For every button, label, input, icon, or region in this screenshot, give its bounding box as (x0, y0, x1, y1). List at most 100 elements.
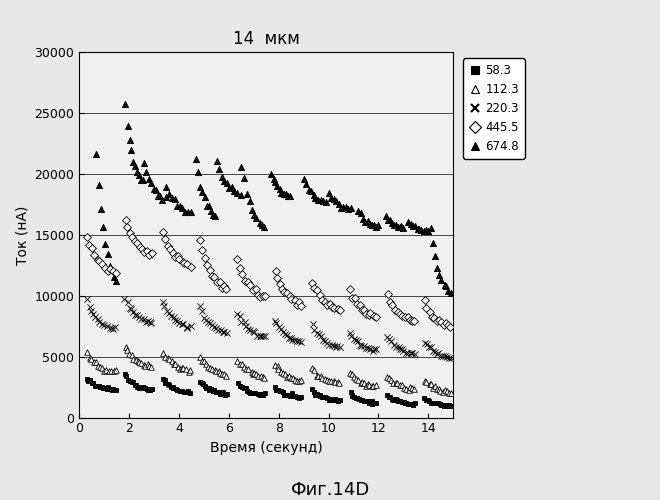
Point (125, 376, 135, 384)
Point (253, 390, 264, 398)
Point (419, 394, 430, 402)
Point (142, 247, 152, 255)
Point (394, 310, 405, 318)
Point (346, 294, 357, 302)
Point (328, 342, 339, 350)
Point (364, 220, 375, 228)
Point (326, 378, 337, 386)
Point (121, 343, 131, 351)
Point (203, 384, 214, 392)
Point (125, 146, 136, 154)
Point (296, 302, 307, 310)
Point (147, 249, 157, 257)
X-axis label: Время (секунд): Время (секунд) (210, 441, 323, 455)
Point (176, 388, 187, 396)
Point (412, 226, 423, 234)
Point (139, 315, 150, 323)
Point (86, 355, 96, 363)
Point (95, 384, 106, 392)
Point (232, 189, 242, 197)
Point (333, 378, 343, 386)
Point (246, 206, 257, 214)
Point (92, 316, 103, 324)
Point (155, 192, 166, 200)
Point (201, 384, 212, 392)
Point (144, 362, 154, 370)
Point (294, 378, 304, 386)
Point (419, 376, 430, 384)
Point (316, 332, 327, 340)
Point (222, 180, 232, 188)
Point (439, 402, 449, 410)
Point (272, 274, 282, 282)
Point (127, 354, 138, 362)
Point (215, 369, 226, 377)
Point (180, 208, 190, 216)
Point (232, 378, 243, 386)
Point (217, 388, 228, 396)
Point (360, 344, 371, 352)
Point (182, 324, 192, 332)
Point (160, 376, 170, 384)
Point (221, 286, 232, 294)
Point (169, 360, 180, 368)
Point (278, 388, 288, 396)
Point (326, 194, 337, 202)
Point (170, 253, 180, 261)
Point (110, 324, 120, 332)
Point (275, 386, 285, 394)
Point (260, 292, 271, 300)
Point (174, 319, 184, 327)
Point (195, 236, 205, 244)
Point (270, 178, 280, 186)
Point (237, 360, 248, 368)
Point (106, 386, 117, 394)
Point (235, 382, 246, 390)
Point (242, 190, 252, 198)
Point (429, 314, 440, 322)
Point (361, 382, 372, 390)
Point (284, 334, 294, 342)
Point (433, 399, 444, 407)
Point (322, 300, 333, 308)
Point (350, 375, 361, 383)
Point (183, 368, 194, 376)
Point (334, 380, 345, 388)
Point (92, 382, 103, 390)
Point (321, 338, 332, 346)
Point (158, 374, 168, 382)
Point (122, 223, 133, 231)
Point (108, 384, 119, 392)
Point (139, 361, 149, 369)
Point (177, 320, 187, 328)
Point (90, 312, 101, 320)
Point (289, 392, 300, 400)
Point (157, 196, 168, 203)
Point (290, 336, 300, 344)
Point (100, 240, 111, 248)
Point (245, 326, 255, 334)
Point (296, 376, 306, 384)
Point (346, 204, 356, 212)
Point (314, 330, 324, 338)
Point (444, 402, 454, 409)
Point (400, 400, 411, 407)
Point (327, 303, 338, 311)
Point (132, 383, 143, 391)
Point (442, 354, 453, 362)
Point (243, 326, 253, 334)
Point (140, 362, 150, 370)
Point (386, 219, 397, 227)
Point (195, 353, 205, 361)
Point (438, 401, 448, 409)
Point (272, 182, 282, 190)
Point (219, 370, 230, 378)
Point (185, 322, 196, 330)
Point (276, 188, 286, 196)
Point (407, 400, 417, 407)
Point (214, 390, 225, 398)
Point (354, 395, 364, 403)
Point (217, 389, 228, 397)
Point (395, 397, 406, 405)
Point (333, 304, 343, 312)
